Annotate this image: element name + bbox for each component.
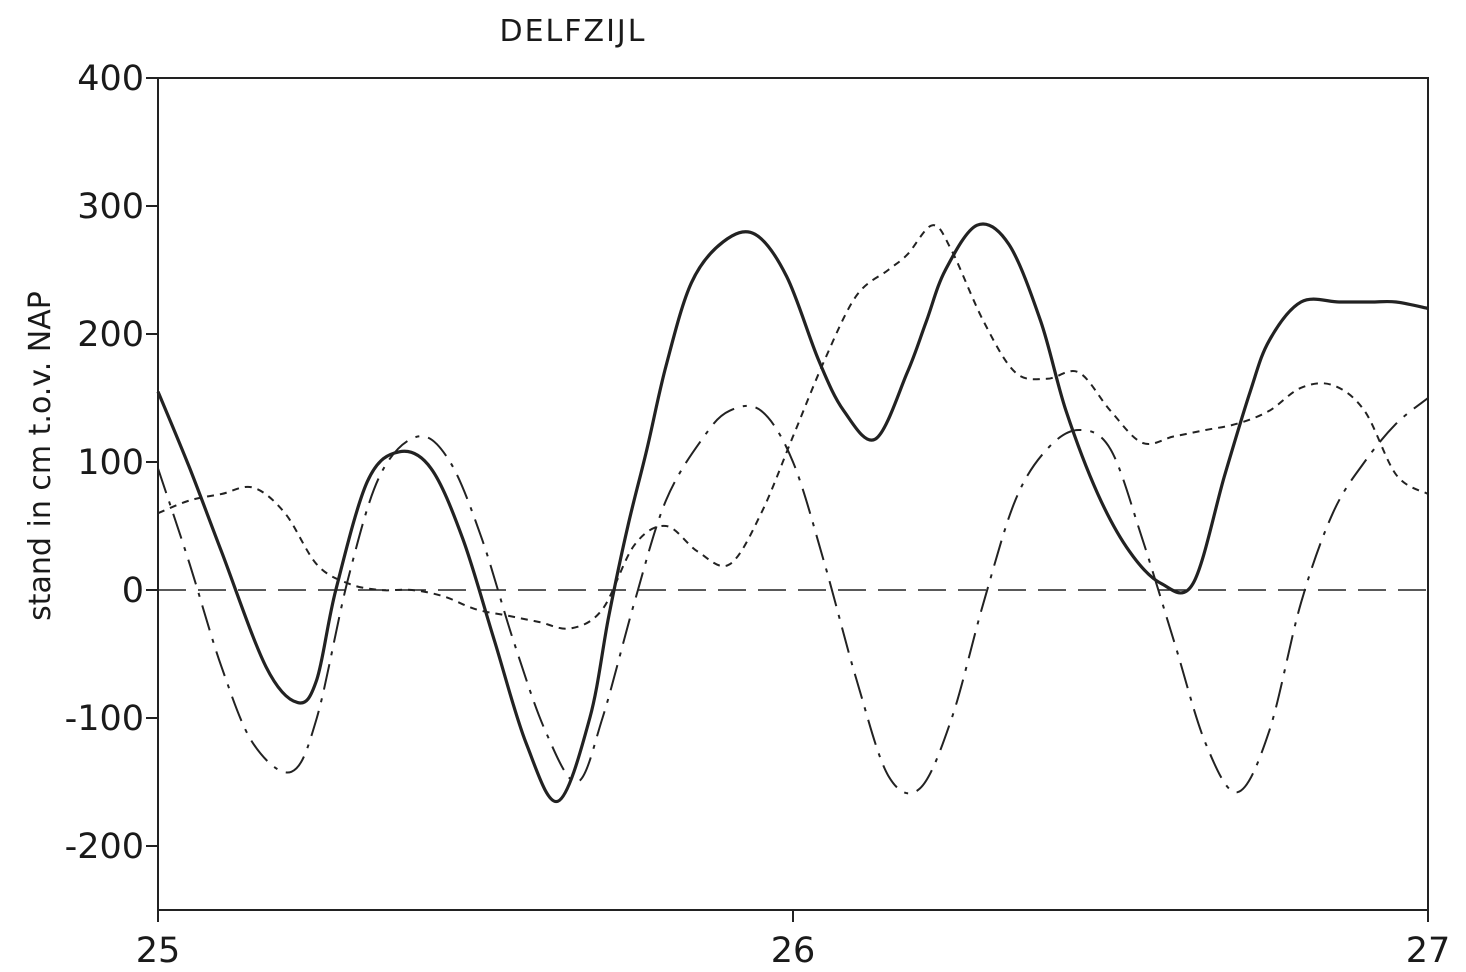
- series-line-solid: [156, 222, 1429, 803]
- plot-frame: [157, 77, 1429, 911]
- series-line-dotted: [157, 224, 1429, 630]
- series-line-dash-dot: [157, 397, 1429, 795]
- y-tick-label: 300: [77, 187, 144, 227]
- y-tick-label: 200: [77, 315, 144, 355]
- y-tick-label: 100: [77, 443, 144, 483]
- y-tick-label: 0: [122, 571, 144, 611]
- y-axis-label: stand in cm t.o.v. NAP: [23, 291, 58, 621]
- y-tick-label: 400: [77, 59, 144, 99]
- x-axis: 25 26 27: [136, 910, 1451, 971]
- y-axis: 400 300 200 100 0 -100 -200: [65, 59, 158, 867]
- chart-title: DELFZIJL: [500, 14, 647, 49]
- series-layer: [156, 222, 1429, 803]
- x-tick-label: 26: [771, 931, 816, 971]
- x-tick-label: 25: [136, 931, 181, 971]
- y-tick-label: -100: [65, 699, 144, 739]
- x-tick-label: 27: [1406, 931, 1451, 971]
- y-tick-label: -200: [65, 827, 144, 867]
